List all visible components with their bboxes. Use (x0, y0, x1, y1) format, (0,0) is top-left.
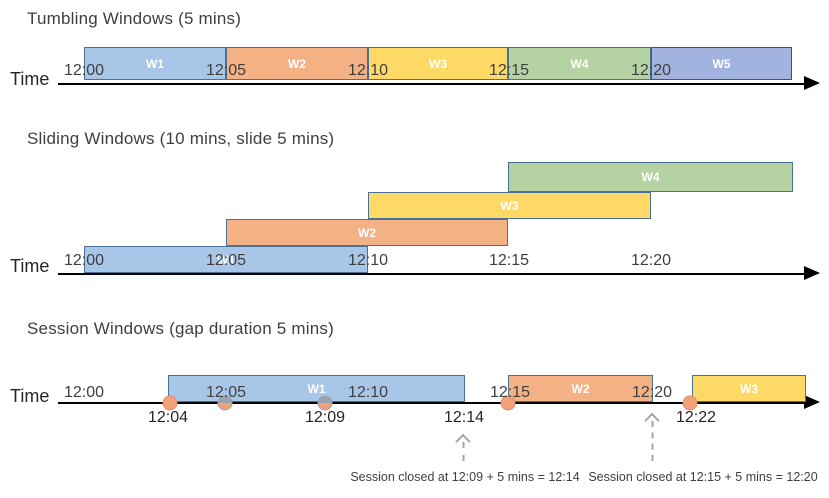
sliding-section-title: Sliding Windows (10 mins, slide 5 mins) (27, 129, 335, 148)
event-dot-1206 (217, 395, 233, 411)
up-arrowhead-icon (644, 412, 660, 429)
event-time-label-1214: 12:14 (443, 409, 485, 426)
sliding-time-axis-label: Time (10, 256, 50, 276)
session-window-w2: W2 (508, 375, 653, 402)
sliding-timeline (58, 273, 808, 275)
event-dot-1222 (682, 395, 698, 411)
tumbling-window-w2: W2 (226, 47, 368, 80)
tumbling-section-title: Tumbling Windows (5 mins) (27, 9, 242, 28)
sliding-tick-1220: 12:20 (630, 252, 672, 269)
window-label: W3 (429, 56, 447, 71)
session-window-w1: W1 (168, 375, 465, 402)
event-time-label-1209: 12:09 (304, 409, 346, 426)
window-label: W2 (358, 225, 376, 240)
sliding-window-w3: W3 (368, 192, 651, 219)
window-label: W4 (641, 170, 660, 184)
session-tick-1215: 12:15 (489, 384, 531, 401)
window-label: W1 (146, 56, 164, 71)
tumbling-tick-1215: 12:15 (488, 62, 530, 79)
session-close-arrow-1 (455, 433, 471, 461)
up-arrowhead-icon (455, 433, 471, 450)
window-label: W2 (288, 56, 306, 71)
tumbling-window-w5: W5 (651, 47, 792, 80)
sliding-window-w1: W1 (84, 246, 368, 273)
window-label: W2 (571, 381, 590, 396)
tumbling-tick-1200: 12:00 (63, 62, 105, 79)
window-label: W3 (740, 381, 758, 396)
event-dot-1209 (317, 395, 333, 411)
window-label: W3 (500, 198, 519, 213)
event-time-label-1204: 12:04 (147, 409, 189, 426)
session-timeline (58, 402, 808, 404)
tumbling-tick-1205: 12:05 (205, 62, 247, 79)
tumbling-timeline-arrowhead-icon (804, 76, 820, 90)
sliding-tick-1215: 12:15 (488, 252, 530, 269)
session-window-w3: W3 (692, 375, 806, 402)
tumbling-window-w4: W4 (508, 47, 651, 80)
sliding-timeline-arrowhead-icon (804, 266, 820, 280)
window-label: W1 (217, 252, 235, 267)
window-label: W5 (712, 56, 731, 71)
tumbling-window-w3: W3 (368, 47, 508, 80)
tumbling-window-w1: W1 (84, 47, 226, 80)
dashed-line (651, 421, 653, 461)
sliding-tick-1210: 12:10 (347, 252, 389, 269)
session-tick-1210: 12:10 (347, 384, 389, 401)
session-timeline-arrowhead-icon (804, 395, 820, 409)
session-section-title: Session Windows (gap duration 5 mins) (27, 319, 334, 338)
sliding-tick-1200: 12:00 (63, 252, 105, 269)
sliding-window-w2: W2 (226, 219, 508, 246)
sliding-window-w4: W4 (508, 162, 793, 192)
tumbling-tick-1220: 12:20 (630, 62, 672, 79)
session-close-caption-1: Session closed at 12:09 + 5 mins = 12:14 (350, 470, 580, 484)
event-dot-1204 (162, 395, 178, 411)
tumbling-timeline (58, 83, 808, 85)
tumbling-time-axis-label: Time (10, 69, 50, 89)
event-time-label-1222: 12:22 (675, 409, 717, 426)
tumbling-tick-1210: 12:10 (347, 62, 389, 79)
window-label: W1 (307, 381, 326, 396)
sliding-tick-1205: 12:05 (205, 252, 247, 269)
event-dot-1215 (500, 395, 516, 411)
dashed-line (462, 442, 464, 461)
session-tick-1205: 12:05 (205, 384, 247, 401)
window-label: W4 (570, 56, 589, 71)
session-time-axis-label: Time (10, 386, 50, 406)
session-close-arrow-2 (644, 412, 660, 461)
session-tick-1220: 12:20 (631, 384, 673, 401)
session-tick-1200: 12:00 (63, 384, 105, 401)
session-close-caption-2: Session closed at 12:15 + 5 mins = 12:20 (588, 470, 818, 484)
